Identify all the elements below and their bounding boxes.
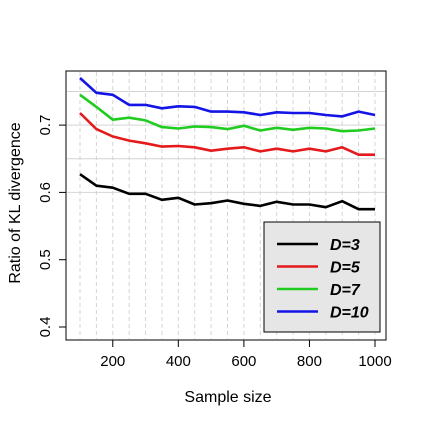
series-lines — [79, 77, 376, 211]
legend-box — [263, 221, 381, 333]
x-tick-label: 600 — [231, 353, 256, 370]
y-tick-label: 0.4 — [37, 317, 54, 338]
y-tick-label: 0.7 — [37, 115, 54, 136]
x-axis: 200 400 600 800 1000 — [100, 340, 392, 370]
series-line-d5 — [79, 112, 375, 156]
legend: D=3 D=5 D=7 D=10 — [263, 221, 381, 333]
y-tick-label: 0.5 — [37, 249, 54, 270]
y-axis: 0.4 0.5 0.6 0.7 — [37, 115, 66, 338]
x-axis-title: Sample size — [184, 389, 271, 406]
x-tick-label: 200 — [100, 353, 125, 370]
series-line-d3 — [79, 173, 375, 211]
x-tick-label: 800 — [297, 353, 322, 370]
plot-frame — [65, 70, 387, 341]
legend-label: D=3 — [330, 237, 360, 254]
y-axis-title: Ratio of KL divergence — [7, 122, 24, 283]
legend-label: D=7 — [330, 282, 361, 299]
x-tick-label: 400 — [166, 353, 191, 370]
y-tick-label: 0.6 — [37, 182, 54, 203]
legend-label: D=10 — [330, 305, 369, 322]
x-tick-label: 1000 — [358, 353, 391, 370]
series-line-d10 — [79, 77, 376, 118]
series-line-d7 — [79, 93, 376, 133]
legend-label: D=5 — [330, 260, 361, 277]
